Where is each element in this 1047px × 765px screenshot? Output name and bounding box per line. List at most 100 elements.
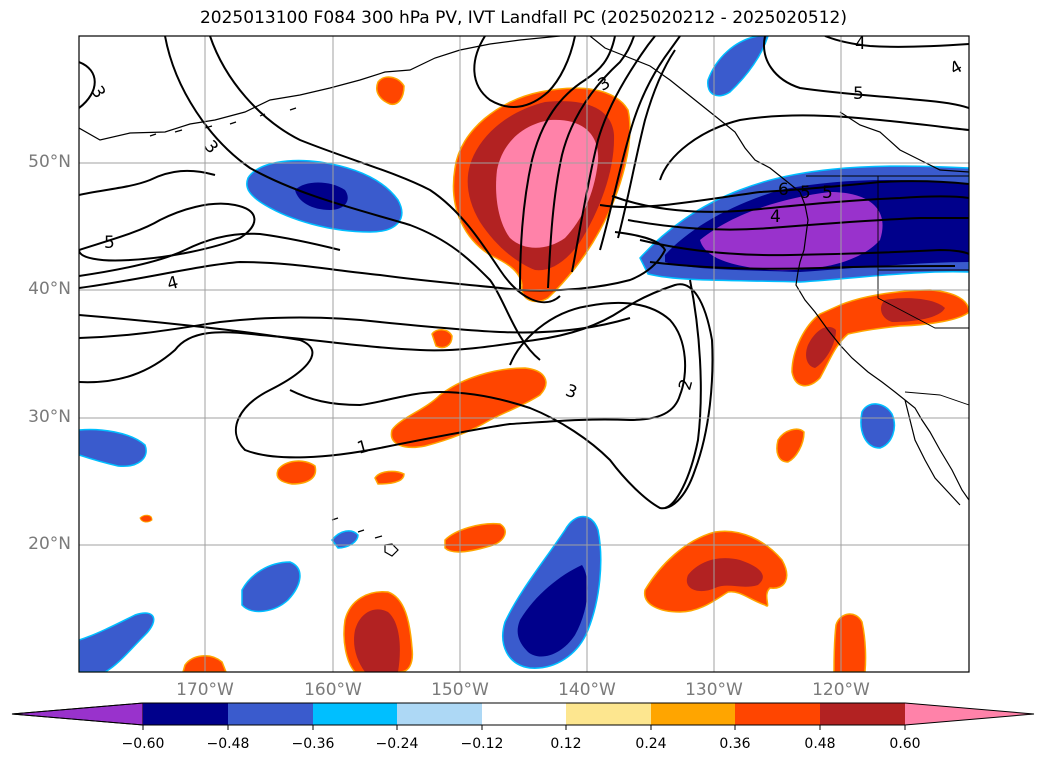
map-plot-area: 3 3 3 5 4 3 1 2 4 5 4 5 4 6 5 [79, 34, 969, 672]
colorbar-tick-label: 0.36 [719, 736, 751, 752]
lat-label-50n: 50°N [28, 152, 71, 172]
neg-region-tropical-core [517, 565, 588, 657]
colorbar-tick-label: 0.60 [889, 736, 921, 752]
pos-region-small-5 [431, 329, 453, 349]
neg-region-subtropic [241, 561, 301, 613]
pos-region-small-6 [376, 76, 405, 106]
colorbar-ticks [142, 725, 906, 730]
contour-label: 3 [86, 83, 109, 102]
pos-region-south-hawaii-core [354, 609, 400, 672]
colorbar-tick-label: 0.48 [804, 736, 836, 752]
na-westcoast [795, 191, 969, 501]
colorbar-bin [313, 703, 397, 725]
contour-label: 5 [853, 84, 864, 104]
pv-contours [79, 36, 969, 510]
contour-arc-3 [473, 36, 576, 108]
contour-ridge-3 [571, 36, 656, 273]
contour-label: 4 [770, 207, 781, 227]
contour-4 [79, 232, 341, 277]
pos-region-far-southeast [833, 613, 867, 672]
contour-label: 4 [165, 273, 181, 295]
pos-region-small-2 [276, 460, 317, 485]
contour-ridge-2 [547, 36, 635, 289]
lon-label-170w: 170°W [176, 680, 234, 700]
contour-3b [79, 316, 631, 339]
colorbar-bin [143, 703, 228, 725]
contour-ridge-4 [599, 36, 681, 251]
lon-label-160w: 160°W [304, 680, 362, 700]
us-state-line-2 [877, 270, 969, 329]
colorbar-bin [651, 703, 735, 725]
colorbar-bin [228, 703, 313, 725]
lat-label-40n: 40°N [28, 279, 71, 299]
contour-coast-5 [649, 261, 956, 270]
contour-label: 4 [855, 34, 866, 54]
contour-3 [79, 231, 667, 292]
lat-label-30n: 30°N [28, 407, 71, 427]
pos-region-california-core [880, 298, 945, 322]
contour-north-4 [824, 36, 969, 48]
contour-label: 2 [675, 377, 697, 393]
contour-label: 5 [800, 183, 811, 203]
contour-2 [79, 283, 714, 510]
coastlines [79, 36, 969, 557]
neg-region-west-edge [79, 428, 147, 467]
colorbar-bin [397, 703, 482, 725]
colorbar-extend-left [11, 702, 144, 726]
lat-label-20n: 20°N [28, 534, 71, 554]
contour-west-north [79, 61, 216, 196]
contour-label: 6 [778, 180, 789, 200]
positive-anomaly-fills [139, 76, 969, 672]
lon-label-130w: 130°W [685, 680, 743, 700]
canada-coast-east [839, 111, 969, 173]
colorbar-bin [735, 703, 820, 725]
colorbar-extend-right [905, 703, 1034, 725]
pos-region-small-8 [139, 514, 153, 523]
contour-coast-4 [599, 180, 969, 209]
pos-region-central-ridge-peak [496, 119, 599, 248]
colorbar-bin [820, 703, 905, 725]
pos-region-small-1 [444, 522, 506, 553]
map-title: 2025013100 F084 300 hPa PV, IVT Landfall… [199, 8, 847, 28]
alaska-coast [79, 36, 561, 141]
lon-label-120w: 120°W [812, 680, 870, 700]
contour-coast-2 [627, 217, 969, 231]
neg-region-hawaii [331, 530, 359, 549]
gridlines [79, 36, 969, 672]
contour-label: 5 [822, 183, 833, 203]
pos-region-subtropical-band [390, 367, 547, 449]
contour-north-5 [763, 36, 969, 109]
contour-label: 3 [200, 137, 222, 158]
neg-region-westcoast-peak [700, 192, 883, 271]
pos-region-california-core2 [806, 326, 836, 368]
neg-region-sw-corner [79, 612, 155, 672]
contour-label: 1 [355, 437, 371, 459]
alaska-panhandle-coast [589, 36, 801, 193]
contour-arc-2 [209, 36, 561, 304]
contour-coast-3 [639, 239, 969, 257]
contour-south-2 [664, 279, 702, 509]
neg-region-baja [860, 403, 896, 449]
colorbar-bin [566, 703, 651, 725]
map-frame [78, 35, 970, 673]
mexico-border [904, 391, 969, 406]
aleutians [149, 107, 297, 137]
contour-label: 3 [563, 381, 580, 403]
baja-coast [904, 399, 961, 506]
pos-region-small-4 [776, 428, 805, 463]
colorbar-tick-label: 0.12 [550, 736, 582, 752]
colorbar [11, 702, 1035, 730]
contour-1 [79, 301, 687, 459]
colorbar-bin [482, 703, 566, 725]
lon-label-140w: 140°W [558, 680, 616, 700]
colorbar-tick-label: −0.60 [121, 736, 165, 752]
pos-region-se-tropical-core [686, 558, 763, 592]
colorbar-tick-label: −0.24 [375, 736, 419, 752]
colorbar-tick-label: −0.48 [206, 736, 250, 752]
contour-label: 4 [947, 57, 966, 80]
contour-arc-1 [164, 36, 541, 361]
pos-region-small-3 [374, 470, 405, 485]
contour-label: 5 [104, 233, 115, 253]
contour-5-loop [79, 202, 256, 262]
